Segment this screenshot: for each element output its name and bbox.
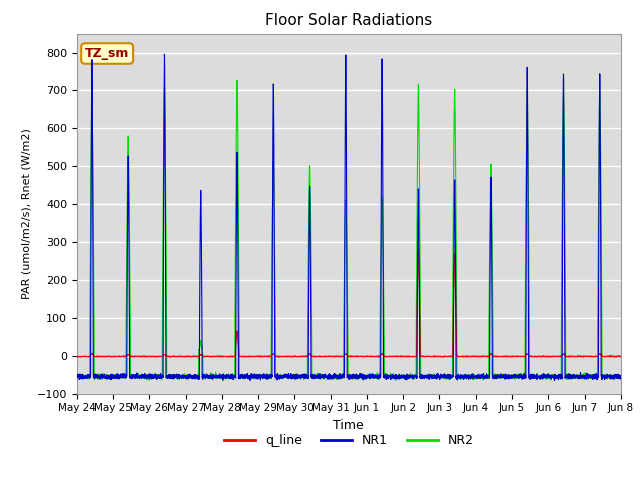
NR2 [219, 378, 227, 384]
NR1 [171, 372, 179, 378]
q_line [616, 354, 624, 360]
q_line [617, 354, 625, 360]
q_line [328, 353, 336, 359]
q_line [415, 247, 422, 252]
q_line [441, 354, 449, 360]
NR1 [616, 374, 624, 380]
NR2 [502, 372, 509, 377]
NR2 [329, 373, 337, 379]
NR2 [171, 372, 179, 377]
NR1 [471, 374, 479, 380]
NR2 [441, 375, 449, 381]
Legend: q_line, NR1, NR2: q_line, NR1, NR2 [219, 429, 479, 452]
NR1 [617, 376, 625, 382]
q_line [171, 354, 179, 360]
X-axis label: Time: Time [333, 419, 364, 432]
Y-axis label: PAR (umol/m2/s), Rnet (W/m2): PAR (umol/m2/s), Rnet (W/m2) [21, 128, 31, 299]
Line: q_line: q_line [77, 250, 621, 357]
NR1 [161, 51, 168, 57]
NR2 [616, 373, 624, 379]
NR2 [73, 373, 81, 379]
Line: NR1: NR1 [77, 54, 621, 381]
NR2 [617, 374, 625, 380]
q_line [340, 354, 348, 360]
Title: Floor Solar Radiations: Floor Solar Radiations [265, 13, 433, 28]
NR1 [73, 372, 81, 377]
NR2 [471, 373, 479, 379]
NR1 [441, 373, 449, 379]
Text: TZ_sm: TZ_sm [85, 47, 129, 60]
q_line [73, 354, 81, 360]
NR1 [502, 374, 509, 380]
q_line [502, 354, 509, 360]
NR1 [329, 374, 337, 380]
q_line [471, 353, 479, 359]
NR2 [233, 77, 241, 83]
Line: NR2: NR2 [77, 80, 621, 381]
NR1 [550, 378, 558, 384]
